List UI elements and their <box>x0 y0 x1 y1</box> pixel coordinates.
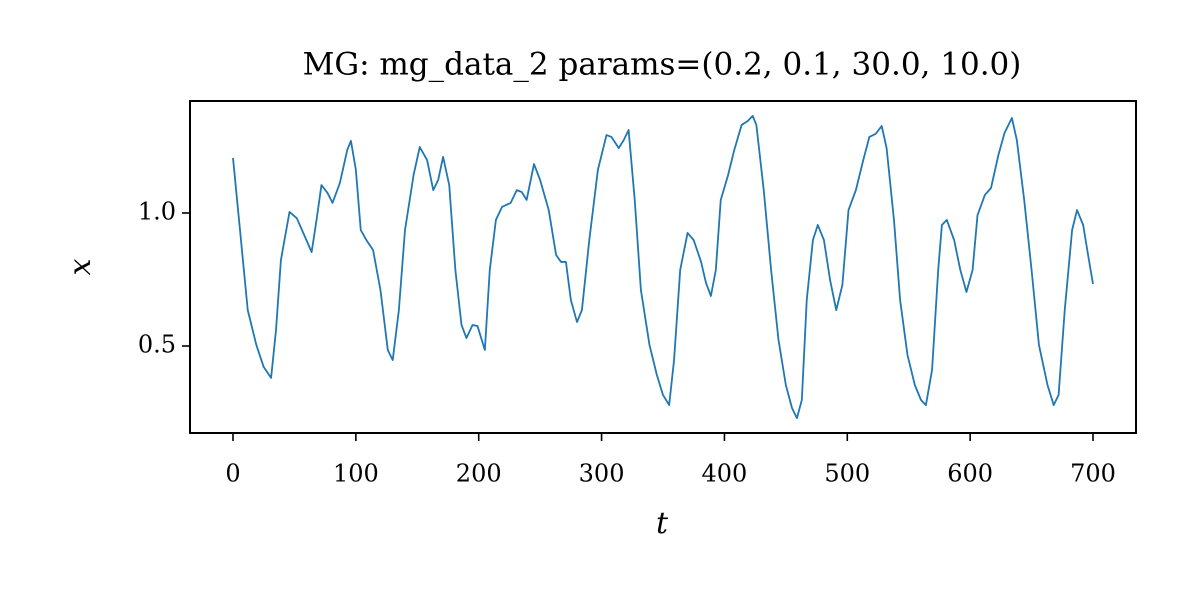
x-tick-label: 700 <box>1070 460 1116 488</box>
chart-title: MG: mg_data_2 params=(0.2, 0.1, 30.0, 10… <box>303 47 1022 83</box>
plot-frame <box>189 100 1137 434</box>
line <box>232 115 1094 419</box>
y-tick-label: 0.5 <box>138 331 176 359</box>
x-tick-label: 300 <box>579 460 625 488</box>
x-tick-label: 100 <box>333 460 379 488</box>
x-axis-label: t <box>656 506 669 541</box>
x-tick-label: 400 <box>702 460 748 488</box>
x-tick-label: 0 <box>225 460 240 488</box>
x-tick-label: 500 <box>824 460 870 488</box>
x-tick-label: 200 <box>456 460 502 488</box>
x-tick-label: 600 <box>947 460 993 488</box>
y-axis-label: x <box>63 258 98 275</box>
y-tick-label: 1.0 <box>138 197 176 225</box>
